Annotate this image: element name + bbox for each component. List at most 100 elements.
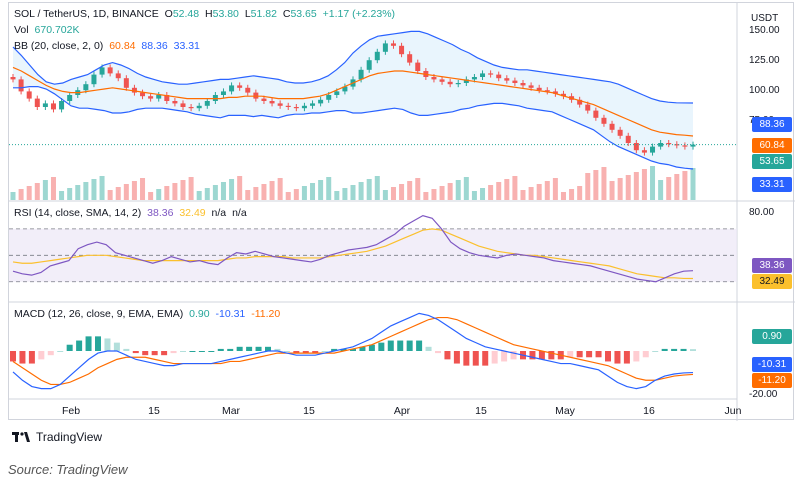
candle-body [26,91,32,99]
macd-value: -10.31 [215,308,246,320]
volume-bar [358,182,364,200]
macd-hist-bar [151,351,158,356]
macd-hist-bar [680,348,687,351]
macd-hist-bar [623,351,630,364]
macd-hist-bar [142,351,149,356]
candle-body [366,60,372,70]
time-tick-label: Jun [725,405,742,417]
candle-body [552,91,558,94]
volume-bar [164,186,170,200]
macd-hist-bar [661,348,668,351]
candle-body [560,93,566,97]
macd-line [12,312,694,390]
rsi-label[interactable]: RSI (14, close, SMA, 14, 2) [14,207,142,219]
bb-legend: BB (20, close, 2, 0) 60.84 88.36 33.31 [14,40,203,52]
volume-bar [318,180,324,200]
candle-body [293,107,299,109]
volume-bar [115,187,121,200]
high-label: H [205,8,213,20]
candle-body [358,69,364,80]
candle-body [59,101,65,110]
bb-label[interactable]: BB (20, close, 2, 0) [14,40,104,52]
tradingview-logo[interactable]: TradingView [12,430,102,444]
volume-bar [463,177,469,200]
volume-bar [690,168,696,200]
close-value: 53.65 [290,8,317,20]
candle-body [10,77,16,80]
axes: USDT150.00125.00100.0075.0080.00-20.00Fe… [62,13,780,417]
macd-hist-bar [66,344,73,351]
candle-body [180,103,186,107]
candle-body [131,87,137,93]
candle-body [107,67,113,74]
candle-body [577,99,583,105]
candle-body [42,103,48,107]
rsi-line [12,214,694,283]
macd-hist-bar [255,346,262,351]
time-tick-label: 15 [475,405,487,417]
symbol-label[interactable]: SOL / TetherUS, 1D, BINANCE [14,8,159,20]
volume-bar [277,178,283,200]
macd-hist-bar [170,351,177,354]
candle-body [156,95,162,99]
candle-body [374,51,380,61]
price-tick-label: 150.00 [749,25,780,36]
candle-body [342,86,348,92]
bb-lower-badge: 33.31 [752,177,792,192]
macd-hist-badge: 0.90 [752,329,792,344]
rsi-sma-badge: 32.49 [752,274,792,289]
time-tick-label: Mar [222,405,241,417]
macd-hist-bar [189,351,196,352]
macd-hist-bar [453,351,460,364]
macd-hist-bar [491,351,498,364]
volume-bar [67,188,73,200]
volume-bar [528,187,534,200]
price-pane [9,30,737,200]
macd-hist-bar [397,340,404,351]
change-value: +1.17 (+2.23%) [322,8,396,20]
macd-hist-bar [57,351,64,352]
volume-bar [204,188,210,200]
candle-body [18,79,24,92]
macd-hist-bar [652,351,659,352]
macd-label[interactable]: MACD (12, 26, close, 9, EMA, EMA) [14,308,184,320]
bb-upper-line [12,30,694,104]
volume-bar [682,171,688,200]
macd-hist-bar [595,351,602,358]
candle-body [666,143,672,145]
macd-hist-bar [378,342,385,351]
macd-hist-bar [340,348,347,351]
currency-label: USDT [751,13,778,24]
macd-hist-bar [510,351,517,360]
bb-basis-badge: 60.84 [752,138,792,153]
macd-hist-bar [576,351,583,358]
macd-hist-bar [208,351,215,352]
volume-bar [26,186,32,200]
macd-hist-bar [180,351,186,352]
macd-hist-bar [671,348,678,351]
candle-body [480,73,486,77]
volume-bar [447,183,453,200]
volume-bar [34,183,40,200]
macd-hist-value: 0.90 [189,308,210,320]
rsi-na-2: n/a [232,207,247,219]
volume-bar [301,186,307,200]
candle-body [520,83,526,86]
candle-body [261,98,267,101]
candle-body [650,146,656,153]
chart-canvas[interactable]: USDT150.00125.00100.0075.0080.00-20.00Fe… [9,3,795,421]
macd-hist-bar [406,340,413,351]
macd-hist-bar [586,351,593,358]
macd-hist-bar [368,344,375,351]
volume-bar [140,178,146,200]
candle-body [115,73,121,79]
macd-hist-bar [246,346,253,351]
macd-hist-bar [614,351,621,364]
macd-hist-bar [312,351,319,354]
volume-bar [415,178,421,200]
volume-bar [382,190,388,200]
volume-legend: Vol 670.702K [14,24,83,36]
candle-body [123,78,129,88]
macd-hist-bar [331,348,338,351]
price-tick-label: 100.00 [749,85,780,96]
